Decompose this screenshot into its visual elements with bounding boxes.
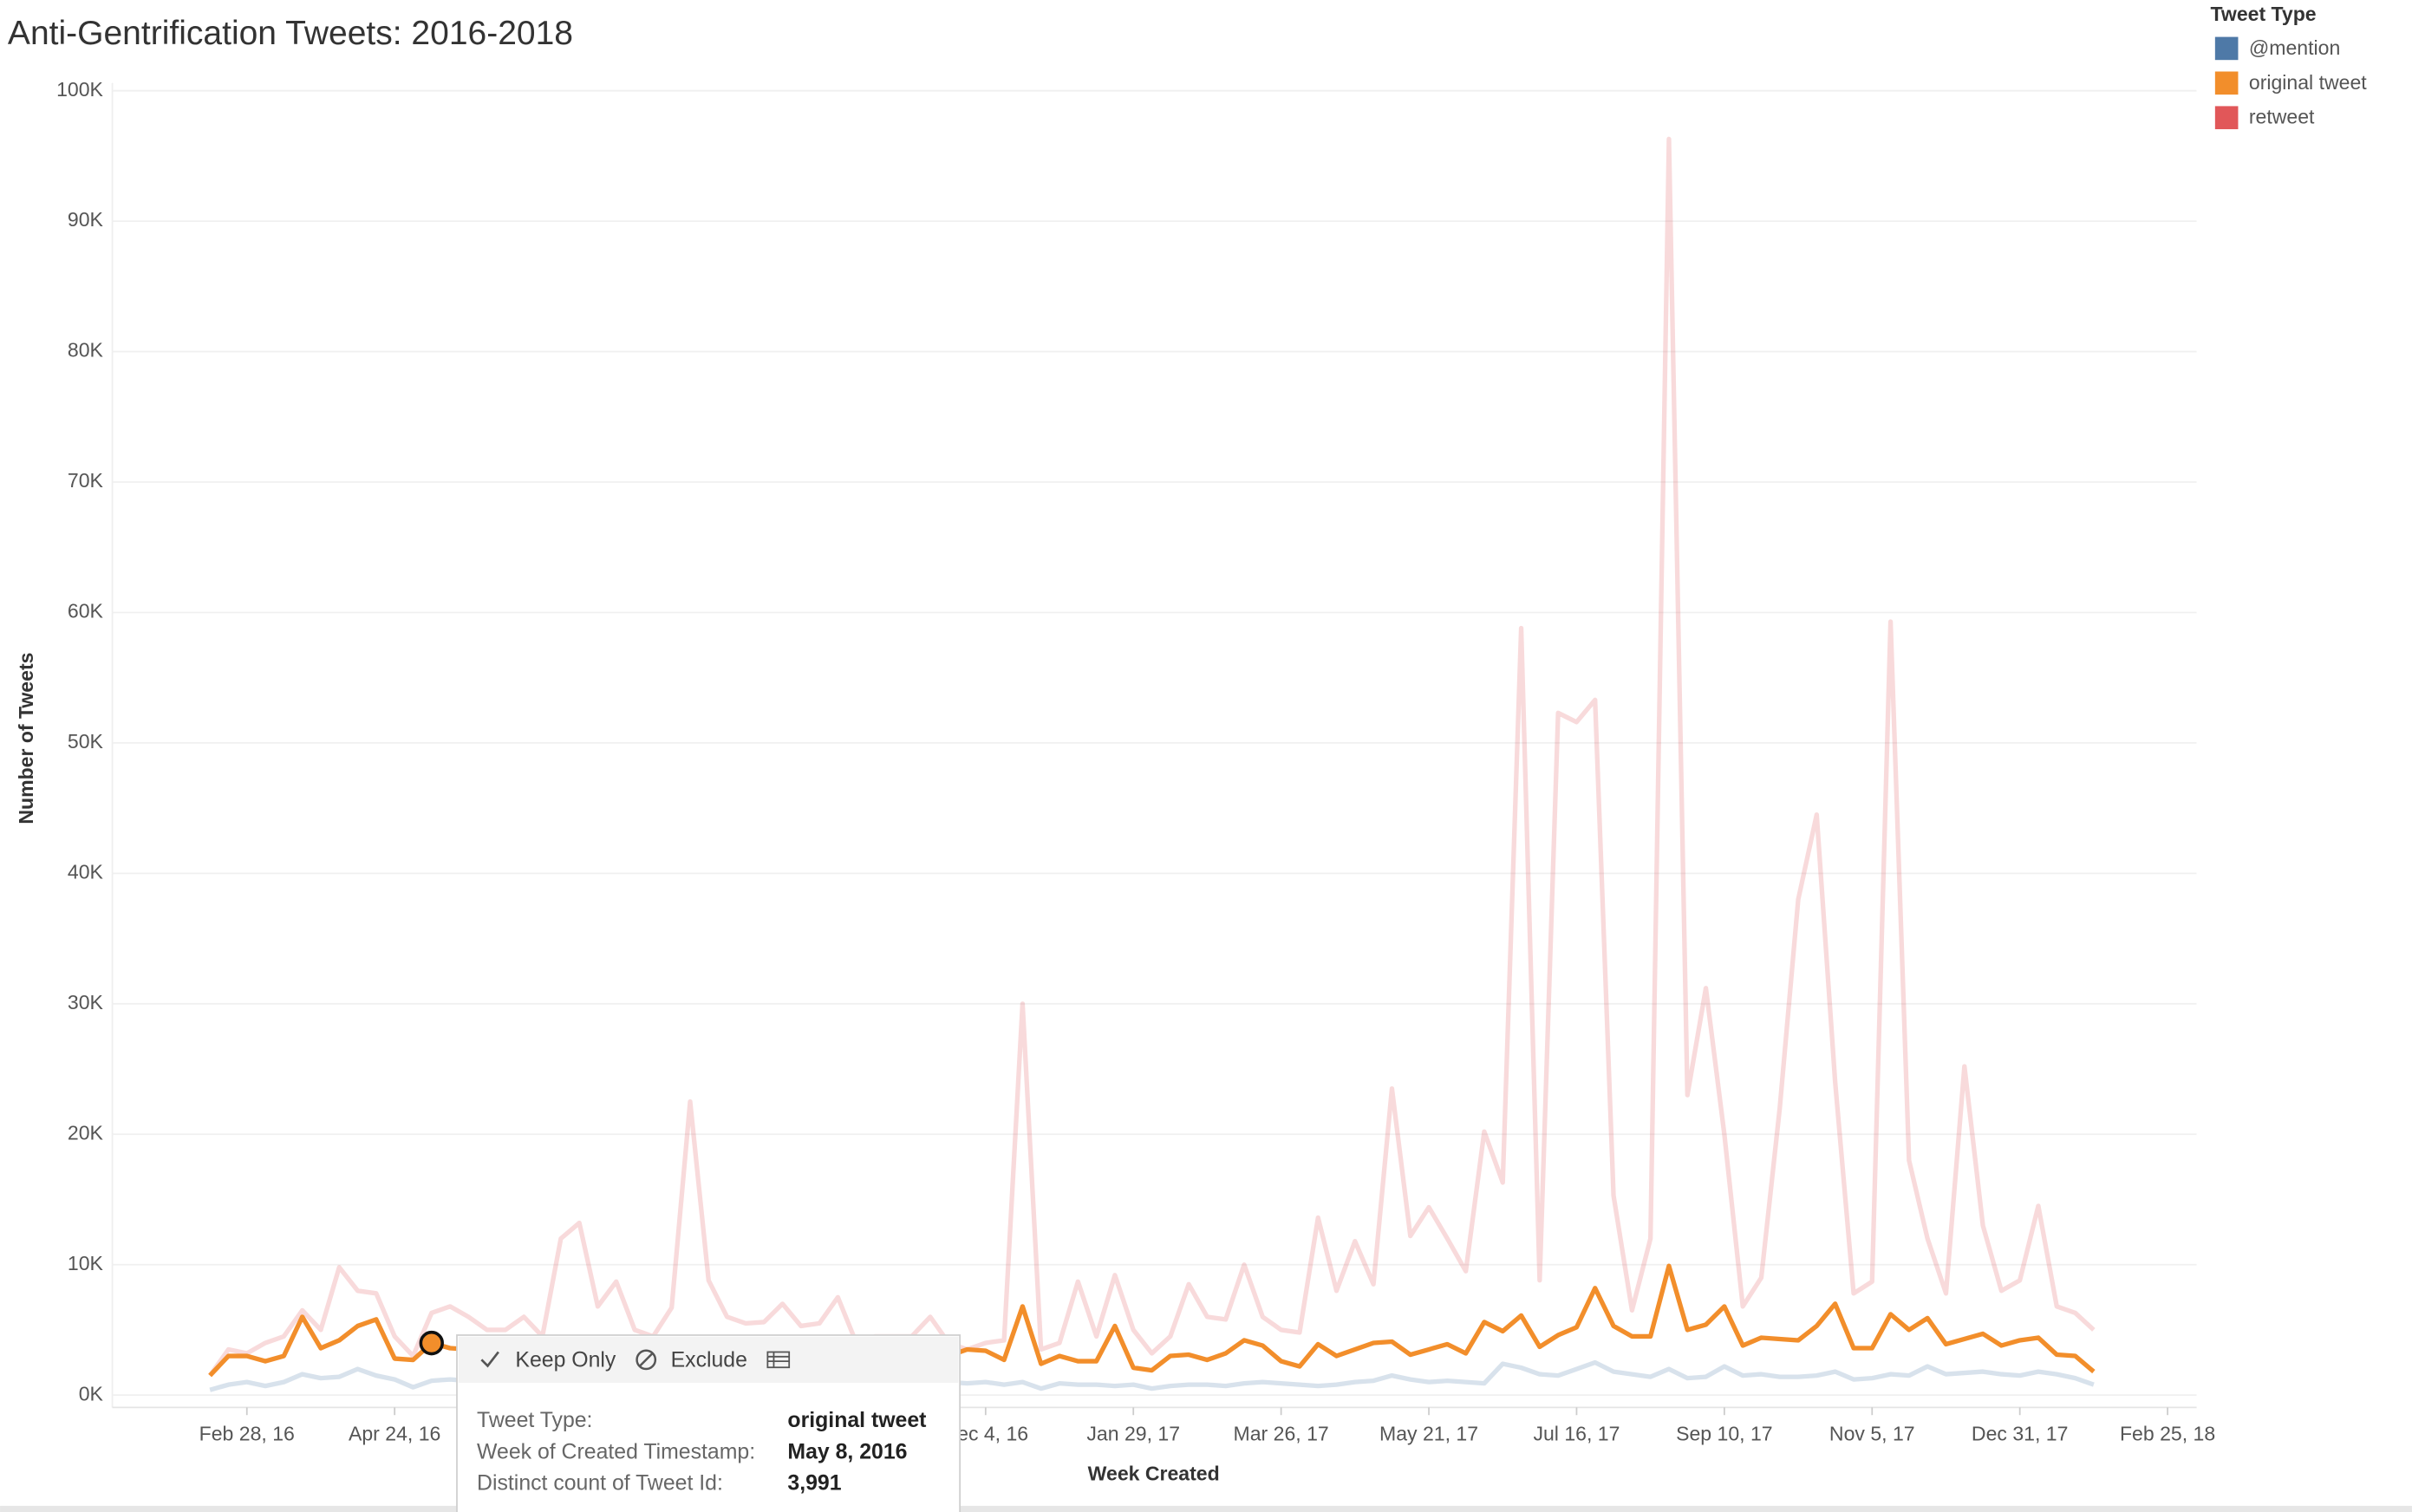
y-tick-label: 40K	[68, 860, 104, 883]
view-data-icon-frame[interactable]	[766, 1351, 791, 1369]
x-tick-label: Sep 10, 17	[1676, 1422, 1772, 1444]
tooltip-toolbar	[458, 1336, 959, 1383]
exclude-icon[interactable]	[636, 1349, 657, 1371]
x-tick-label: May 21, 17	[1379, 1422, 1478, 1444]
legend[interactable]: @mention original tweet retweet	[2214, 36, 2367, 130]
tooltip-value: original tweet	[787, 1409, 926, 1432]
view-data-icon[interactable]	[766, 1351, 791, 1369]
x-tick-label: Nov 5, 17	[1829, 1422, 1915, 1444]
y-tick-label: 0K	[79, 1382, 104, 1404]
y-tick-label: 70K	[68, 469, 104, 492]
y-axis-title: Number of Tweets	[15, 653, 37, 824]
legend-swatch[interactable]	[2214, 106, 2239, 130]
x-tick-label: Feb 25, 18	[2120, 1422, 2215, 1444]
x-tick-label: Jan 29, 17	[1086, 1422, 1180, 1444]
tooltip: Keep Only Exclude Tweet Type: original tw…	[456, 1334, 962, 1512]
tooltip-value: May 8, 2016	[787, 1440, 907, 1463]
x-tick-label: Mar 26, 17	[1234, 1422, 1329, 1444]
legend-label[interactable]: original tweet	[2249, 71, 2367, 94]
tooltip-label: Tweet Type:	[477, 1409, 592, 1432]
legend-title: Tweet Type	[2211, 3, 2317, 25]
legend-swatch[interactable]	[2214, 71, 2239, 95]
tooltip-label: Week of Created Timestamp:	[477, 1440, 755, 1463]
y-tick-label: 30K	[68, 991, 104, 1013]
x-tick-label: Jul 16, 17	[1533, 1422, 1620, 1444]
bottom-strip	[0, 1505, 2412, 1512]
series-line	[207, 136, 2096, 1378]
tooltip-label: Distinct count of Tweet Id:	[477, 1472, 723, 1496]
y-tick-label: 90K	[68, 208, 104, 231]
x-tick-label: Apr 24, 16	[349, 1422, 440, 1444]
exclude-button[interactable]: Exclude	[671, 1349, 747, 1372]
legend-swatch[interactable]	[2214, 36, 2239, 61]
legend-label[interactable]: retweet	[2249, 106, 2315, 128]
selected-point[interactable]	[419, 1330, 444, 1356]
y-tick-label: 10K	[68, 1252, 104, 1274]
tooltip-value: 3,991	[787, 1472, 841, 1496]
y-tick-label: 100K	[56, 78, 103, 101]
keep-only-icon[interactable]	[480, 1351, 499, 1368]
x-tick-label: Dec 31, 17	[1972, 1422, 2068, 1444]
y-tick-label: 60K	[68, 600, 104, 622]
y-tick-label: 50K	[68, 730, 104, 753]
y-tick-label: 80K	[68, 339, 104, 362]
keep-only-button[interactable]: Keep Only	[515, 1349, 616, 1372]
x-axis-title: Week Created	[1088, 1463, 1220, 1485]
legend-label[interactable]: @mention	[2249, 36, 2340, 59]
x-tick-label: Feb 28, 16	[199, 1422, 295, 1444]
exclude-icon-slash[interactable]	[639, 1352, 654, 1367]
y-tick-label: 20K	[68, 1121, 104, 1144]
chart-title: Anti-Gentrification Tweets: 2016-2018	[8, 15, 573, 52]
